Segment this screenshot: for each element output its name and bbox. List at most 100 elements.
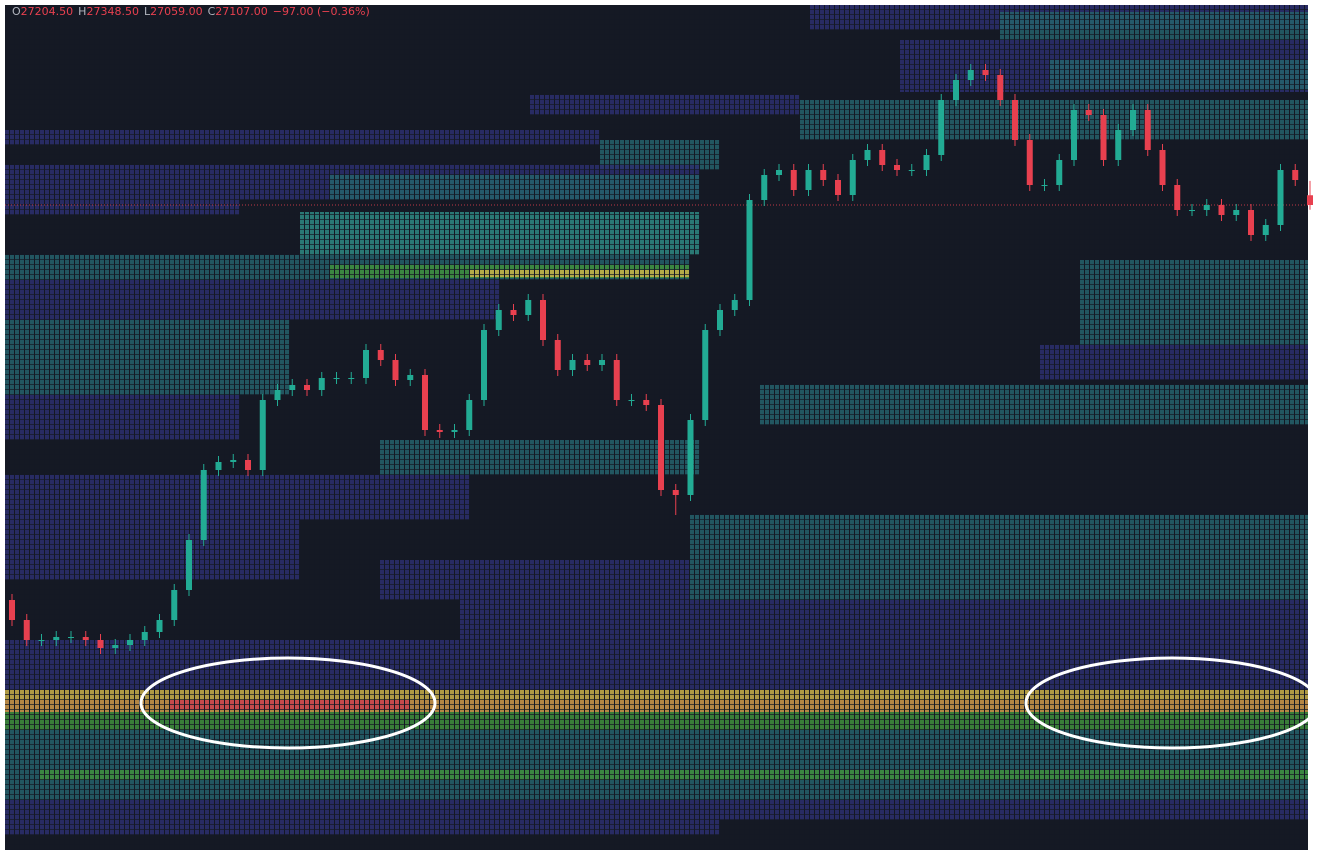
candle-body <box>717 310 723 330</box>
ohlc-change: −97.00 (−0.36%) <box>273 5 370 18</box>
candle-body <box>761 175 768 200</box>
candle-body <box>318 378 325 390</box>
candle-body <box>599 360 605 365</box>
candle-body <box>1233 210 1240 215</box>
candle-body <box>835 180 841 195</box>
ohlc-value: 27107.00 <box>215 5 268 18</box>
candle-body <box>348 378 355 379</box>
candle-body <box>466 400 473 430</box>
candle-body <box>156 620 163 632</box>
candle-body <box>377 350 384 360</box>
candle-body <box>658 405 664 490</box>
candle-body <box>112 645 119 648</box>
candle-body <box>554 340 561 370</box>
candle-body <box>1056 160 1063 185</box>
candle-body <box>702 330 709 420</box>
candle-body <box>407 375 414 380</box>
ohlc-key: L <box>144 5 151 18</box>
candle-body <box>1012 100 1018 140</box>
candle-body <box>997 75 1004 100</box>
ohlc-value: 27348.50 <box>86 5 139 18</box>
candle-body <box>230 460 237 462</box>
candle-body <box>1026 140 1033 185</box>
candle-body <box>1130 110 1136 130</box>
candle-body <box>1071 110 1077 160</box>
heatmap-grid <box>5 5 1308 850</box>
ohlc-value: 27204.50 <box>21 5 74 18</box>
candle-body <box>245 460 251 470</box>
candle-body <box>141 632 148 640</box>
candle-body <box>908 170 915 171</box>
candle-body <box>53 637 60 640</box>
candle-body <box>820 170 827 180</box>
candle-body <box>687 420 694 495</box>
candle-body <box>1262 225 1269 235</box>
candle-body <box>259 400 266 470</box>
candle-body <box>805 170 812 190</box>
candle-body <box>363 350 369 378</box>
candle-body <box>82 637 89 640</box>
candle-body <box>186 540 192 590</box>
candle-body <box>746 200 753 300</box>
candle-body <box>333 378 340 379</box>
candle-body <box>289 385 296 390</box>
candle-body <box>540 300 546 340</box>
candle-body <box>481 330 487 400</box>
candle-body <box>776 170 782 175</box>
candles <box>5 64 1313 654</box>
annotation-ellipse <box>139 656 437 750</box>
candle-body <box>1144 110 1151 150</box>
candle-body <box>864 150 871 160</box>
candle-body <box>643 400 650 405</box>
candle-body <box>1189 210 1195 211</box>
candle-body <box>1248 210 1254 235</box>
candle-body <box>628 400 635 401</box>
ohlc-key: C <box>208 5 216 18</box>
candle-body <box>613 360 620 400</box>
candle-body <box>569 360 576 370</box>
candle-body <box>982 70 989 75</box>
candle-body <box>392 360 399 380</box>
ohlc-header: O27204.50 H27348.50 L27059.00 C27107.00 −97.… <box>12 5 370 18</box>
candle-body <box>451 430 458 432</box>
candle-body <box>894 165 900 170</box>
candle-body <box>1100 115 1107 160</box>
candle-body <box>1174 185 1181 210</box>
candle-body <box>923 155 930 170</box>
candle-body <box>304 385 310 390</box>
candle-body <box>274 390 281 400</box>
candle-body <box>1307 195 1313 205</box>
candle-body <box>1277 170 1284 225</box>
candle-body <box>1115 130 1122 160</box>
candle-body <box>938 100 945 155</box>
candle-body <box>672 490 679 495</box>
candle-body <box>584 360 591 365</box>
candle-body <box>127 640 133 645</box>
candle-body <box>967 70 974 80</box>
candle-body <box>1203 205 1210 210</box>
candle-body <box>1218 205 1225 215</box>
candle-body <box>215 462 222 470</box>
candle-body <box>1085 110 1092 115</box>
candle-body <box>1292 170 1299 180</box>
candle-body <box>790 170 797 190</box>
candle-body <box>23 620 30 640</box>
candle-body <box>495 310 502 330</box>
ohlc-value: 27059.00 <box>150 5 203 18</box>
candle-body <box>9 600 15 620</box>
candle-body <box>200 470 207 540</box>
candle-body <box>1159 150 1166 185</box>
ohlc-key: O <box>12 5 21 18</box>
ohlc-key: H <box>78 5 86 18</box>
candle-body <box>422 375 428 430</box>
candle-body <box>97 640 104 648</box>
candle-body <box>1041 185 1048 186</box>
candle-body <box>510 310 517 315</box>
candle-body <box>38 640 45 641</box>
candle-body <box>68 637 74 638</box>
candle-body <box>731 300 738 310</box>
candle-body <box>171 590 178 620</box>
annotation-ellipse <box>1024 656 1320 750</box>
candle-body <box>849 160 856 195</box>
